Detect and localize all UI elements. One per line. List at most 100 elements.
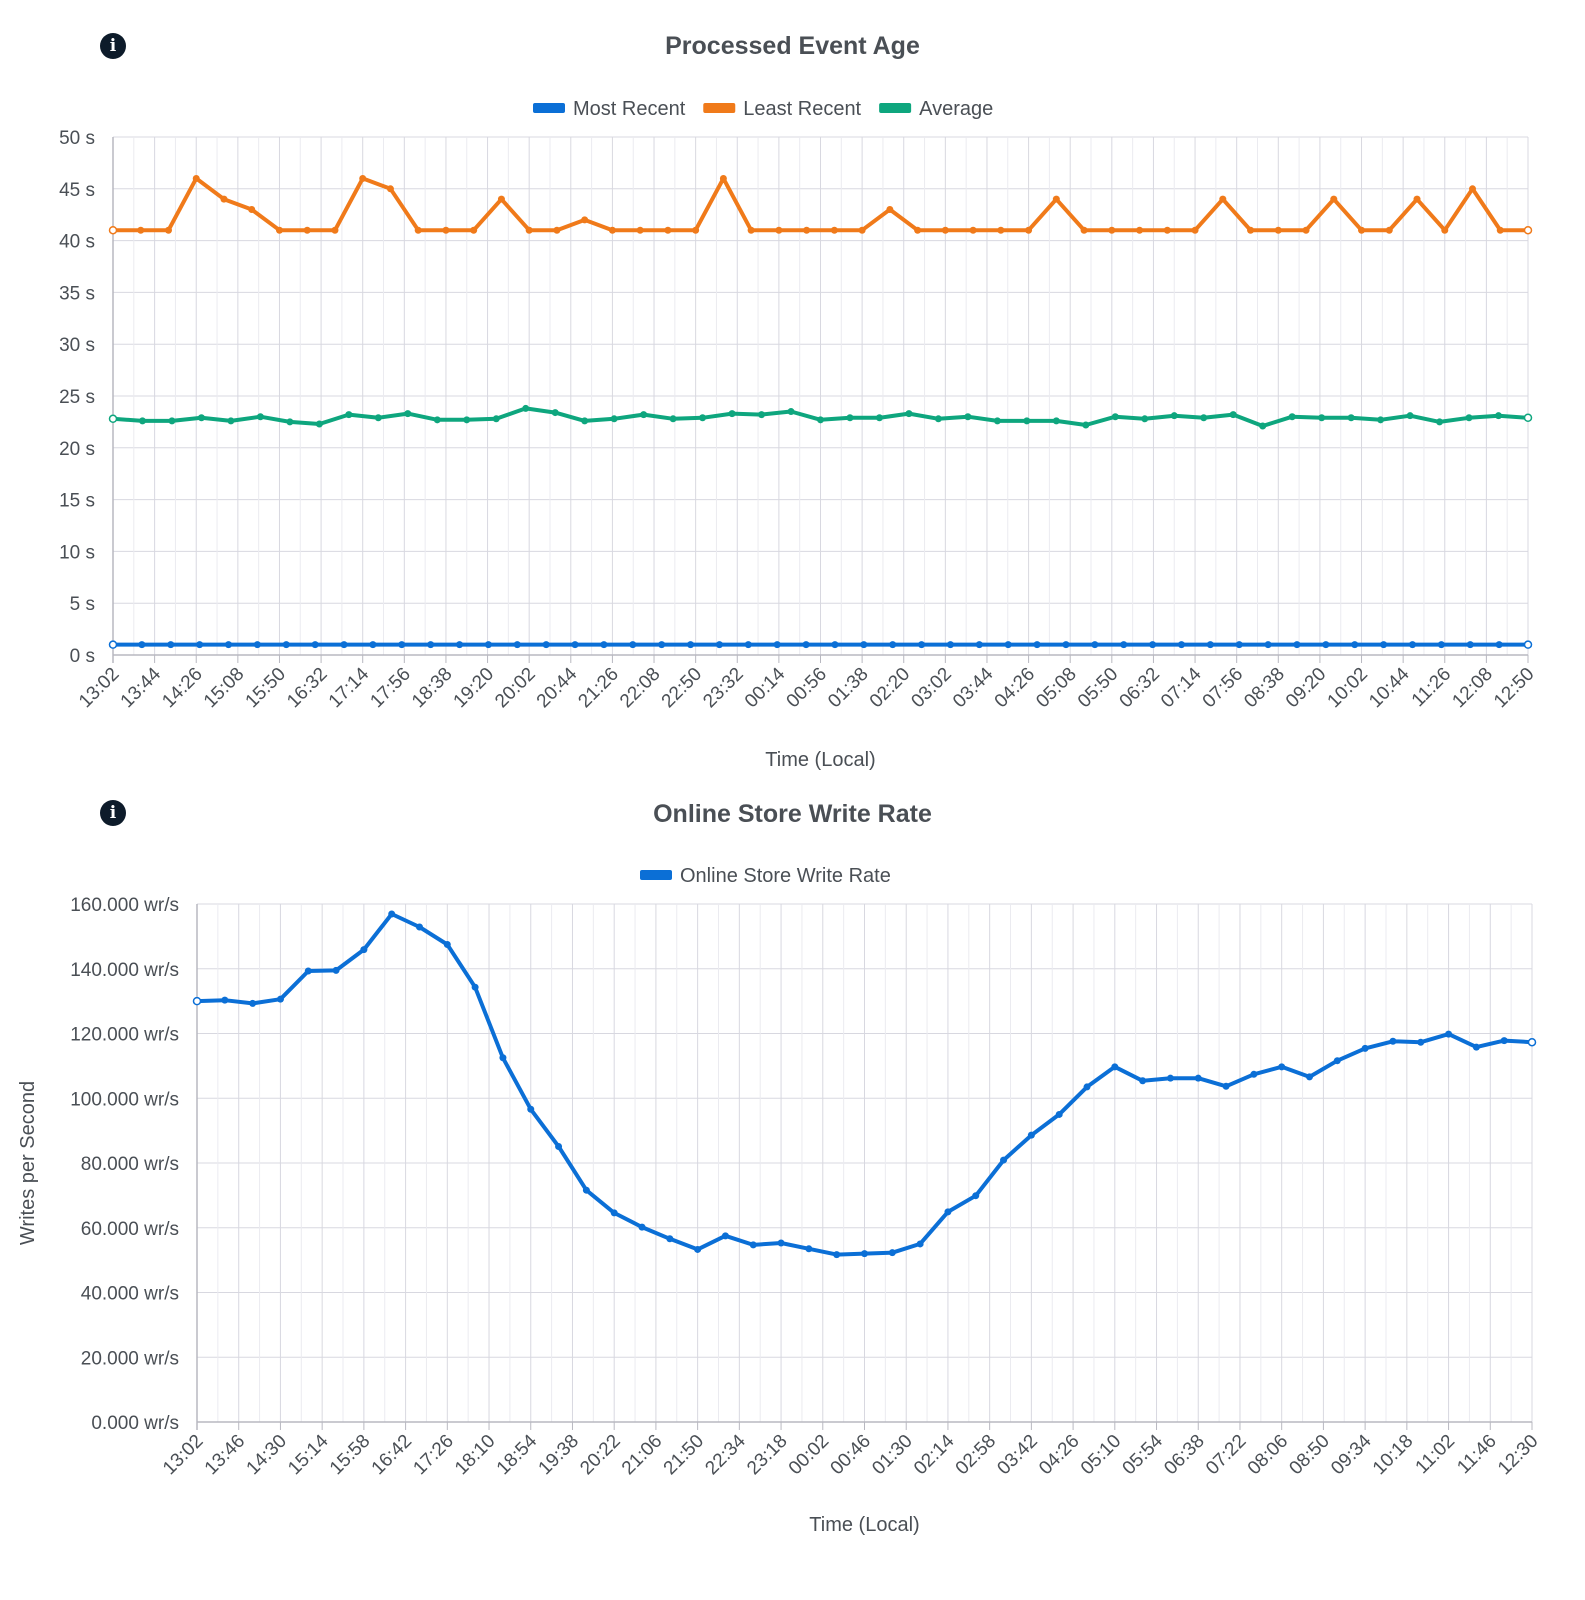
data-point	[416, 923, 423, 931]
data-point	[1495, 641, 1503, 649]
x-tick-label: 03:42	[993, 1431, 1041, 1479]
data-point	[220, 195, 228, 203]
y-tick-label: 45 s	[59, 180, 95, 201]
data-point	[1417, 1038, 1425, 1046]
data-point	[1235, 641, 1243, 649]
legend-label: Least Recent	[743, 98, 861, 120]
data-point	[108, 225, 118, 235]
data-point	[775, 226, 783, 234]
x-tick-label: 09:20	[1282, 664, 1330, 712]
data-point	[1004, 641, 1012, 649]
data-point	[1080, 226, 1088, 234]
data-point	[941, 226, 949, 234]
data-point	[1033, 641, 1041, 649]
x-tick-label: 13:02	[75, 664, 123, 712]
legend-swatch	[640, 870, 672, 880]
data-point	[443, 940, 451, 948]
x-tick-label: 13:02	[159, 1431, 207, 1479]
data-point	[946, 641, 954, 649]
data-point	[916, 1240, 924, 1248]
data-point	[1149, 641, 1157, 649]
x-axis-title: Time (Local)	[809, 1514, 919, 1536]
data-point	[571, 641, 579, 649]
legend-label: Online Store Write Rate	[680, 865, 891, 887]
data-point	[542, 641, 550, 649]
x-tick-label: 18:10	[451, 1431, 499, 1479]
x-tick-label: 14:26	[158, 664, 206, 712]
x-tick-label: 15:50	[242, 664, 290, 712]
data-point	[1523, 413, 1533, 423]
x-tick-label: 21:26	[574, 664, 622, 712]
data-point	[398, 641, 406, 649]
data-point	[1496, 226, 1504, 234]
data-point	[777, 1239, 785, 1247]
data-point	[1302, 226, 1310, 234]
data-point	[749, 1241, 757, 1249]
data-point	[1472, 1043, 1480, 1051]
legend-swatch	[879, 103, 912, 113]
data-point	[889, 641, 897, 649]
data-point	[359, 174, 367, 182]
data-point	[1445, 1030, 1453, 1038]
data-point	[888, 1249, 896, 1257]
online-store-write-rate-chart: 0.000 wr/s 20.000 wr/s 40.000 wr/s 60.000 w…	[17, 865, 1543, 1536]
data-point	[499, 1054, 507, 1062]
data-point	[699, 414, 707, 422]
data-point	[1219, 195, 1227, 203]
data-point	[1120, 641, 1128, 649]
x-tick-label: 07:56	[1199, 664, 1247, 712]
x-tick-label: 08:38	[1240, 664, 1288, 712]
x-tick-label: 22:34	[701, 1430, 750, 1479]
data-point	[975, 641, 983, 649]
x-tick-label: 14:30	[243, 1431, 291, 1479]
y-tick-label: 20 s	[59, 439, 95, 460]
data-point	[918, 641, 926, 649]
data-point	[581, 417, 589, 425]
info-icon[interactable]: i	[100, 800, 126, 826]
x-tick-label: 11:26	[1408, 664, 1455, 711]
data-point	[861, 1250, 868, 1258]
data-point	[972, 1192, 980, 1200]
data-point	[553, 226, 561, 234]
data-point	[167, 641, 175, 649]
x-tick-label: 20:02	[491, 664, 539, 712]
x-tick-label: 18:54	[493, 1430, 542, 1479]
data-point	[249, 999, 257, 1007]
data-point	[1023, 417, 1031, 425]
x-tick-label: 11:46	[1453, 1431, 1500, 1478]
x-tick-label: 04:26	[1035, 1431, 1083, 1479]
data-point	[687, 641, 695, 649]
data-point	[600, 641, 608, 649]
data-point	[1082, 421, 1090, 429]
data-point	[1136, 226, 1144, 234]
data-point	[1408, 641, 1416, 649]
x-tick-label: 19:38	[535, 1431, 583, 1479]
x-axis-title: Time (Local)	[765, 749, 875, 771]
y-tick-label: 40 s	[59, 232, 95, 253]
data-point	[221, 996, 229, 1004]
processed-event-age-chart: 0 s 5 s 10 s 15 s 20 s 25 s 30 s 35 s 40 s 45 s 50…	[59, 98, 1538, 771]
y-tick-label: 0 s	[70, 646, 95, 667]
data-point	[164, 226, 172, 234]
x-tick-label: 03:02	[907, 664, 955, 712]
data-point	[1466, 641, 1474, 649]
info-icon[interactable]: i	[100, 33, 126, 59]
x-tick-label: 02:14	[910, 1430, 959, 1479]
data-point	[522, 404, 530, 412]
x-tick-label: 20:44	[533, 663, 582, 712]
data-point	[1264, 641, 1272, 649]
x-tick-label: 15:14	[284, 1430, 333, 1479]
data-point	[525, 226, 533, 234]
x-tick-label: 23:32	[699, 664, 747, 712]
data-point	[969, 226, 977, 234]
data-point	[1250, 1070, 1258, 1078]
data-point	[275, 226, 283, 234]
y-tick-label: 50 s	[59, 128, 95, 149]
data-point	[332, 966, 340, 974]
data-point	[108, 640, 118, 649]
data-point	[1322, 641, 1330, 649]
series-line-least-recent	[111, 176, 1530, 233]
data-point	[404, 410, 412, 418]
data-point	[1380, 641, 1388, 649]
x-tick-label: 00:56	[783, 664, 831, 712]
